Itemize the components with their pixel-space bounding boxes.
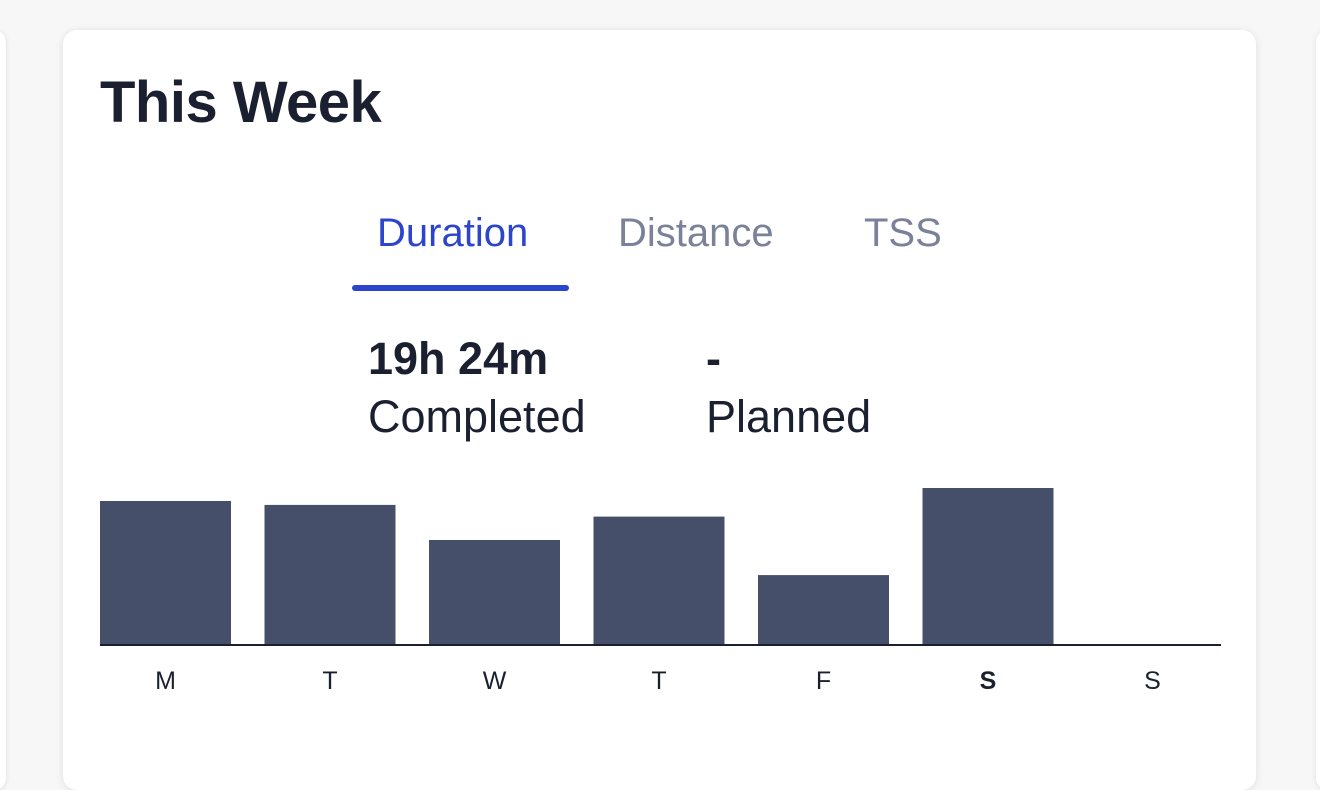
next-card-edge [1316, 30, 1320, 790]
bar-4 [593, 516, 725, 644]
day-label-5: F [816, 667, 831, 695]
day-label-1: M [155, 667, 176, 695]
bar-3 [429, 540, 560, 644]
previous-card-edge [0, 30, 6, 790]
tab-duration[interactable]: Duration [377, 211, 529, 255]
day-label-7: S [1144, 667, 1161, 695]
bar-6 [922, 488, 1054, 644]
day-label-3: W [483, 667, 507, 695]
planned-value: - [706, 333, 721, 384]
tab-distance[interactable]: Distance [618, 211, 774, 255]
day-label-2: T [322, 667, 337, 695]
bar-5 [758, 575, 889, 644]
planned-stat: - Planned [706, 330, 871, 446]
completed-stat: 19h 24m Completed [368, 330, 586, 446]
day-label-6: S [980, 667, 997, 695]
completed-value: 19h 24m [368, 333, 549, 384]
active-tab-indicator [352, 285, 569, 291]
completed-label: Completed [368, 391, 586, 442]
bar-2 [264, 504, 396, 644]
this-week-card: This Week Duration Distance TSS 19h 24m … [63, 30, 1256, 790]
tab-tss[interactable]: TSS [864, 211, 942, 255]
bar-1 [100, 501, 231, 644]
day-label-4: T [651, 667, 666, 695]
metric-tabs: Duration Distance TSS [63, 208, 1256, 258]
planned-label: Planned [706, 391, 872, 442]
card-title: This Week [100, 70, 382, 135]
